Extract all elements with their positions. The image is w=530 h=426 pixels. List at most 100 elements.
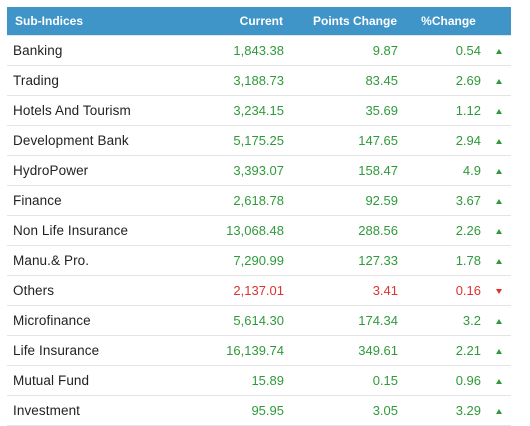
points-change-value: 288.56 [293,215,406,246]
current-value: 3,234.15 [192,95,293,126]
percent-change-value: 2.21 [406,335,485,366]
triangle-up-icon [496,109,502,115]
points-change-value: 83.45 [293,65,406,96]
header-points-change[interactable]: Points Change [293,7,406,36]
trend-cell [485,65,511,96]
table-row[interactable]: Others 2,137.01 3.41 0.16 [7,275,511,306]
points-change-value: 127.33 [293,245,406,276]
triangle-up-icon [496,79,502,85]
table-row[interactable]: Banking 1,843.38 9.87 0.54 [7,35,511,66]
percent-change-value: 2.69 [406,65,485,96]
table-row[interactable]: Life Insurance 16,139.74 349.61 2.21 [7,335,511,366]
trend-cell [485,395,511,426]
sub-index-name: Trading [7,65,192,96]
table-row[interactable]: HydroPower 3,393.07 158.47 4.9 [7,155,511,186]
sub-index-name: Banking [7,35,192,66]
current-value: 3,393.07 [192,155,293,186]
header-row: Sub-Indices Current Points Change %Chang… [7,7,511,36]
triangle-up-icon [496,199,502,205]
percent-change-value: 1.78 [406,245,485,276]
trend-cell [485,35,511,66]
percent-change-value: 0.54 [406,35,485,66]
trend-cell [485,245,511,276]
triangle-up-icon [496,229,502,235]
current-value: 1,843.38 [192,35,293,66]
sub-index-name: Life Insurance [7,335,192,366]
triangle-up-icon [496,409,502,415]
triangle-up-icon [496,379,502,385]
triangle-up-icon [496,49,502,55]
percent-change-value: 3.29 [406,395,485,426]
percent-change-value: 0.16 [406,275,485,306]
trend-cell [485,95,511,126]
current-value: 13,068.48 [192,215,293,246]
current-value: 2,137.01 [192,275,293,306]
points-change-value: 147.65 [293,125,406,156]
header-percent-change[interactable]: %Change [406,7,485,36]
table-row[interactable]: Hotels And Tourism 3,234.15 35.69 1.12 [7,95,511,126]
trend-cell [485,185,511,216]
sub-index-name: HydroPower [7,155,192,186]
trend-cell [485,155,511,186]
trend-cell [485,125,511,156]
sub-index-name: Hotels And Tourism [7,95,192,126]
current-value: 16,139.74 [192,335,293,366]
header-trend [485,7,511,36]
table-row[interactable]: Finance 2,618.78 92.59 3.67 [7,185,511,216]
table-row[interactable]: Mutual Fund 15.89 0.15 0.96 [7,365,511,396]
trend-cell [485,365,511,396]
trend-cell [485,305,511,336]
points-change-value: 0.15 [293,365,406,396]
header-sub-indices[interactable]: Sub-Indices [7,7,192,36]
percent-change-value: 3.67 [406,185,485,216]
table-row[interactable]: Manu.& Pro. 7,290.99 127.33 1.78 [7,245,511,276]
triangle-up-icon [496,169,502,175]
table-row[interactable]: Non Life Insurance 13,068.48 288.56 2.26 [7,215,511,246]
table-header: Sub-Indices Current Points Change %Chang… [7,7,511,36]
sub-index-name: Manu.& Pro. [7,245,192,276]
points-change-value: 174.34 [293,305,406,336]
sub-index-name: Microfinance [7,305,192,336]
percent-change-value: 3.2 [406,305,485,336]
table-row[interactable]: Trading 3,188.73 83.45 2.69 [7,65,511,96]
triangle-up-icon [496,349,502,355]
sub-indices-table: Sub-Indices Current Points Change %Chang… [7,7,511,426]
trend-cell [485,275,511,306]
sub-index-name: Non Life Insurance [7,215,192,246]
percent-change-value: 0.96 [406,365,485,396]
current-value: 95.95 [192,395,293,426]
table-body: Banking 1,843.38 9.87 0.54 Trading 3,188.73 83… [7,35,511,426]
percent-change-value: 2.26 [406,215,485,246]
table-row[interactable]: Microfinance 5,614.30 174.34 3.2 [7,305,511,336]
current-value: 2,618.78 [192,185,293,216]
table-row[interactable]: Investment 95.95 3.05 3.29 [7,395,511,426]
sub-index-name: Others [7,275,192,306]
sub-index-name: Mutual Fund [7,365,192,396]
points-change-value: 3.41 [293,275,406,306]
sub-index-name: Development Bank [7,125,192,156]
table-row[interactable]: Development Bank 5,175.25 147.65 2.94 [7,125,511,156]
points-change-value: 158.47 [293,155,406,186]
percent-change-value: 4.9 [406,155,485,186]
sub-indices-table-container: Sub-Indices Current Points Change %Chang… [7,7,511,426]
current-value: 7,290.99 [192,245,293,276]
points-change-value: 349.61 [293,335,406,366]
percent-change-value: 1.12 [406,95,485,126]
current-value: 5,175.25 [192,125,293,156]
points-change-value: 35.69 [293,95,406,126]
triangle-down-icon [496,289,502,295]
triangle-up-icon [496,139,502,145]
sub-index-name: Investment [7,395,192,426]
header-current[interactable]: Current [192,7,293,36]
triangle-up-icon [496,259,502,265]
triangle-up-icon [496,319,502,325]
points-change-value: 3.05 [293,395,406,426]
current-value: 3,188.73 [192,65,293,96]
current-value: 15.89 [192,365,293,396]
percent-change-value: 2.94 [406,125,485,156]
current-value: 5,614.30 [192,305,293,336]
trend-cell [485,335,511,366]
sub-index-name: Finance [7,185,192,216]
trend-cell [485,215,511,246]
points-change-value: 9.87 [293,35,406,66]
